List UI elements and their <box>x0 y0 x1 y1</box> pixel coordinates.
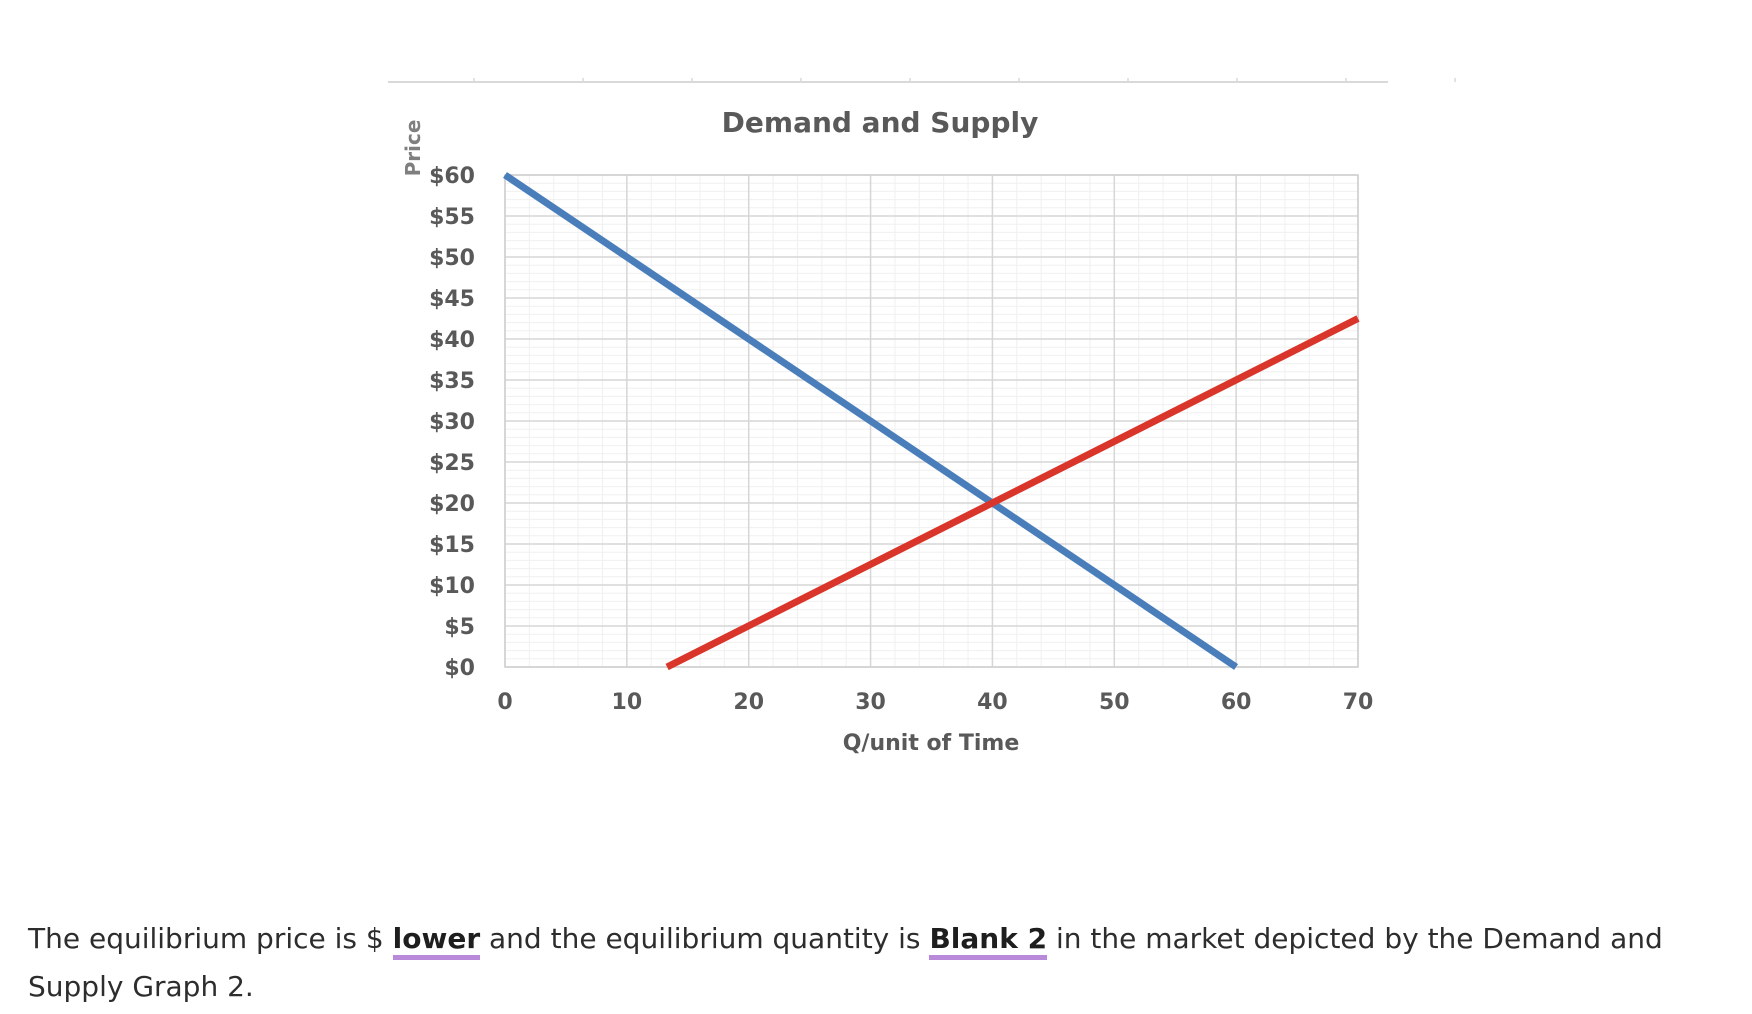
question-text: The equilibrium price is $ lower and the… <box>28 915 1738 1011</box>
x-tick-label: 0 <box>497 690 512 715</box>
series-lines <box>503 172 1360 671</box>
blank-2-answer[interactable]: Blank 2 <box>929 922 1048 960</box>
y-tick-label: $5 <box>444 615 475 640</box>
question-text-part-1: The equilibrium price is $ <box>28 922 393 955</box>
y-axis-label: Price <box>401 120 425 177</box>
x-tick-label: 70 <box>1343 690 1374 715</box>
y-tick-label: $35 <box>429 369 475 394</box>
x-tick-label: 10 <box>612 690 643 715</box>
y-tick-label: $60 <box>429 164 475 189</box>
y-tick-label: $40 <box>429 328 475 353</box>
y-tick-label: $30 <box>429 410 475 435</box>
x-tick-label: 30 <box>855 690 886 715</box>
chart: Demand and Supply Price $60$55$50$45$40$… <box>388 78 1456 756</box>
x-axis-label: Q/unit of Time <box>843 731 1020 756</box>
y-tick-label: $20 <box>429 492 475 517</box>
y-tick-label: $0 <box>444 656 475 681</box>
x-tick-label: 40 <box>977 690 1008 715</box>
y-tick-label: $10 <box>429 574 475 599</box>
chart-title: Demand and Supply <box>722 106 1039 139</box>
y-tick-label: $50 <box>429 246 475 271</box>
top-border-ticks <box>473 78 1456 82</box>
x-tick-label: 50 <box>1099 690 1130 715</box>
y-tick-label: $15 <box>429 533 475 558</box>
y-tick-labels: $60 $55 $50 $45 $40 $35 $30 $25 $20 $15 $10 $5 $0 <box>429 164 475 681</box>
grid-major <box>504 174 1359 668</box>
x-tick-label: 60 <box>1221 690 1252 715</box>
plot-area-border <box>504 174 1359 668</box>
y-tick-label: $25 <box>429 451 475 476</box>
question-text-part-3: in the market depicted by the Demand and… <box>28 922 1663 1003</box>
series-line-blue <box>503 172 1239 670</box>
y-tick-label: $55 <box>429 205 475 230</box>
y-tick-label: $45 <box>429 287 475 312</box>
series-line-red <box>665 315 1360 671</box>
x-tick-label: 20 <box>733 690 764 715</box>
x-tick-labels: 0 10 20 30 40 50 60 70 <box>497 690 1373 715</box>
blank-1-answer[interactable]: lower <box>392 922 481 960</box>
question-text-part-2: and the equilibrium quantity is <box>480 922 930 955</box>
